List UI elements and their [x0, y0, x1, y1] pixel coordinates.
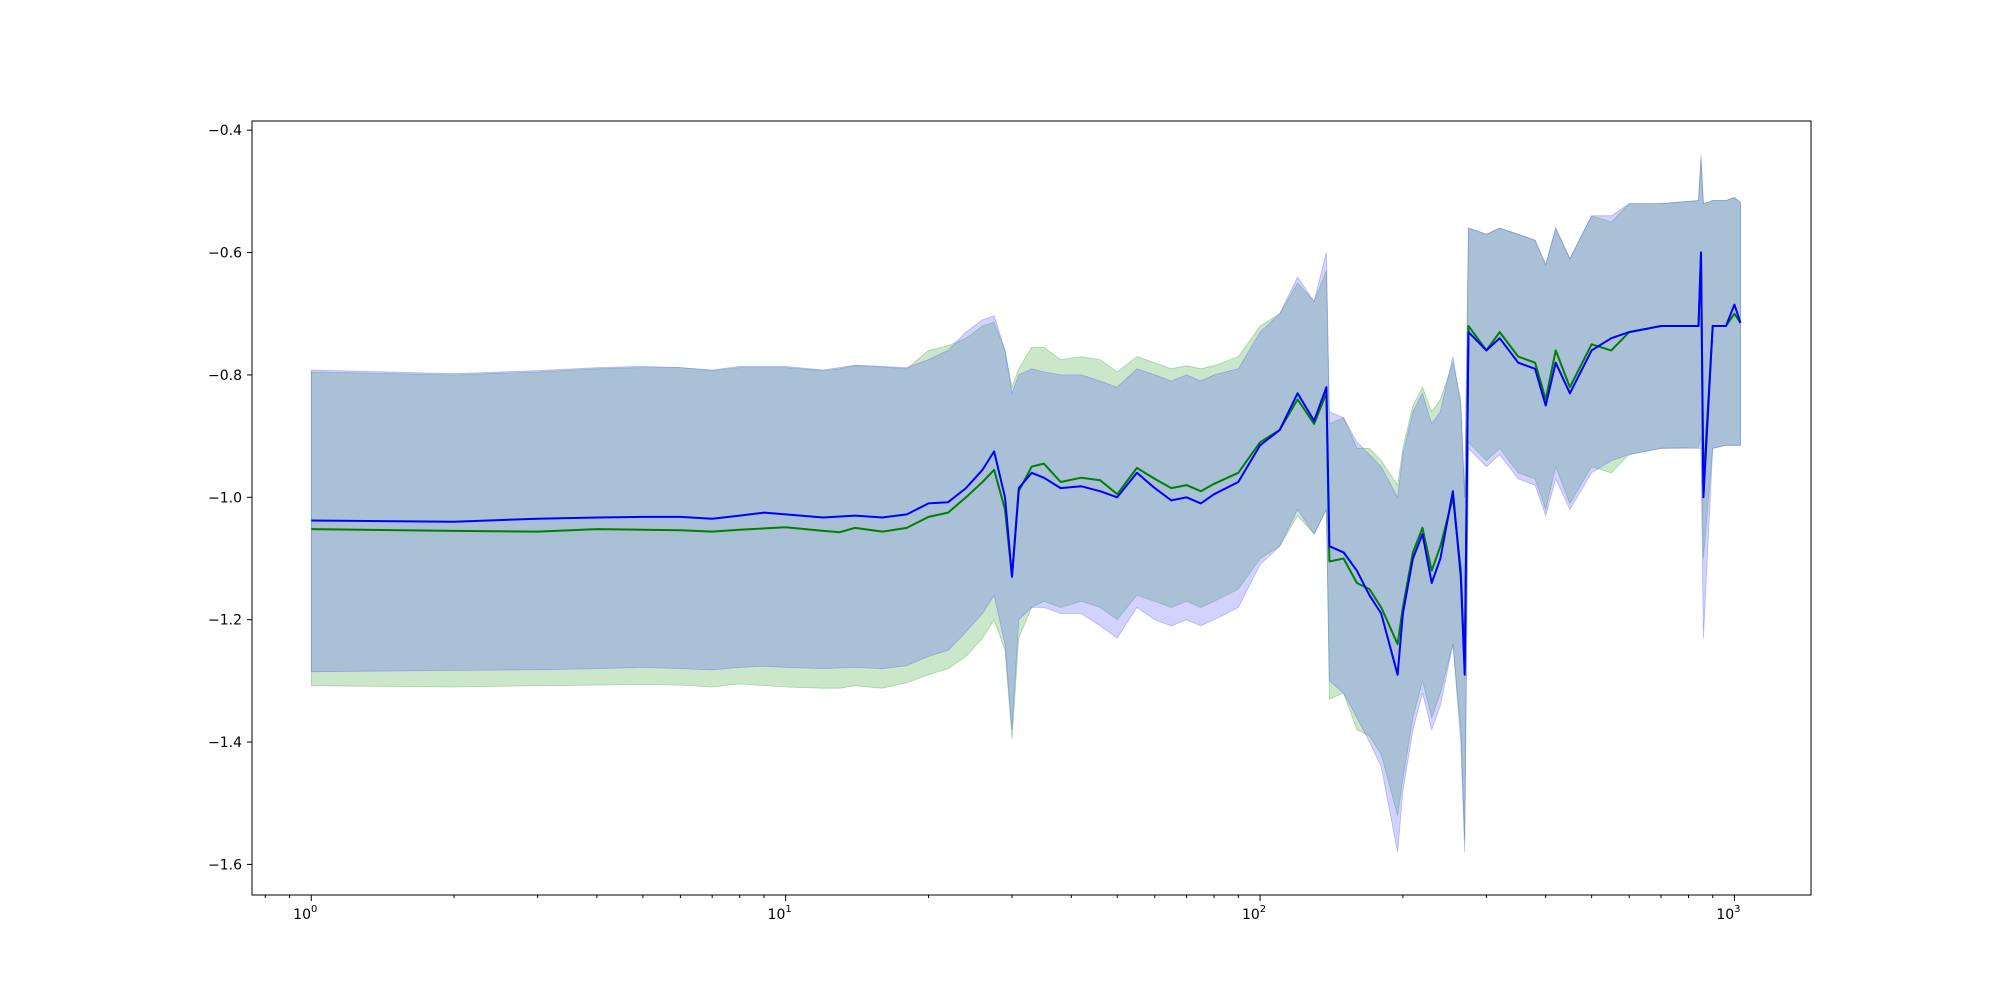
x-tick-label: 103	[1716, 904, 1740, 923]
series-2-band	[310, 154, 1741, 853]
plot-frame	[251, 120, 1812, 896]
y-tick-label: −1.2	[208, 613, 242, 629]
y-tick-label: −1.0	[208, 490, 242, 506]
y-tick-label: −0.6	[208, 246, 242, 262]
series-2-line	[311, 251, 1742, 676]
line-layer	[311, 251, 1742, 676]
x-tick-label: 100	[293, 904, 317, 923]
series-1-band	[310, 160, 1741, 840]
axes: −1.6 −1.4 −1.2 −1.0 −0.8 −0.6 −0.4 100 101 102 103	[208, 120, 1812, 923]
y-tick-label: −1.6	[208, 857, 242, 873]
band-layer	[310, 154, 1741, 853]
y-tick-label: −0.8	[208, 368, 242, 384]
y-tick-label: −1.4	[208, 735, 242, 751]
x-tick-label: 102	[1242, 904, 1266, 923]
x-tick-label: 101	[768, 904, 792, 923]
y-tick-label: −0.4	[208, 123, 242, 139]
